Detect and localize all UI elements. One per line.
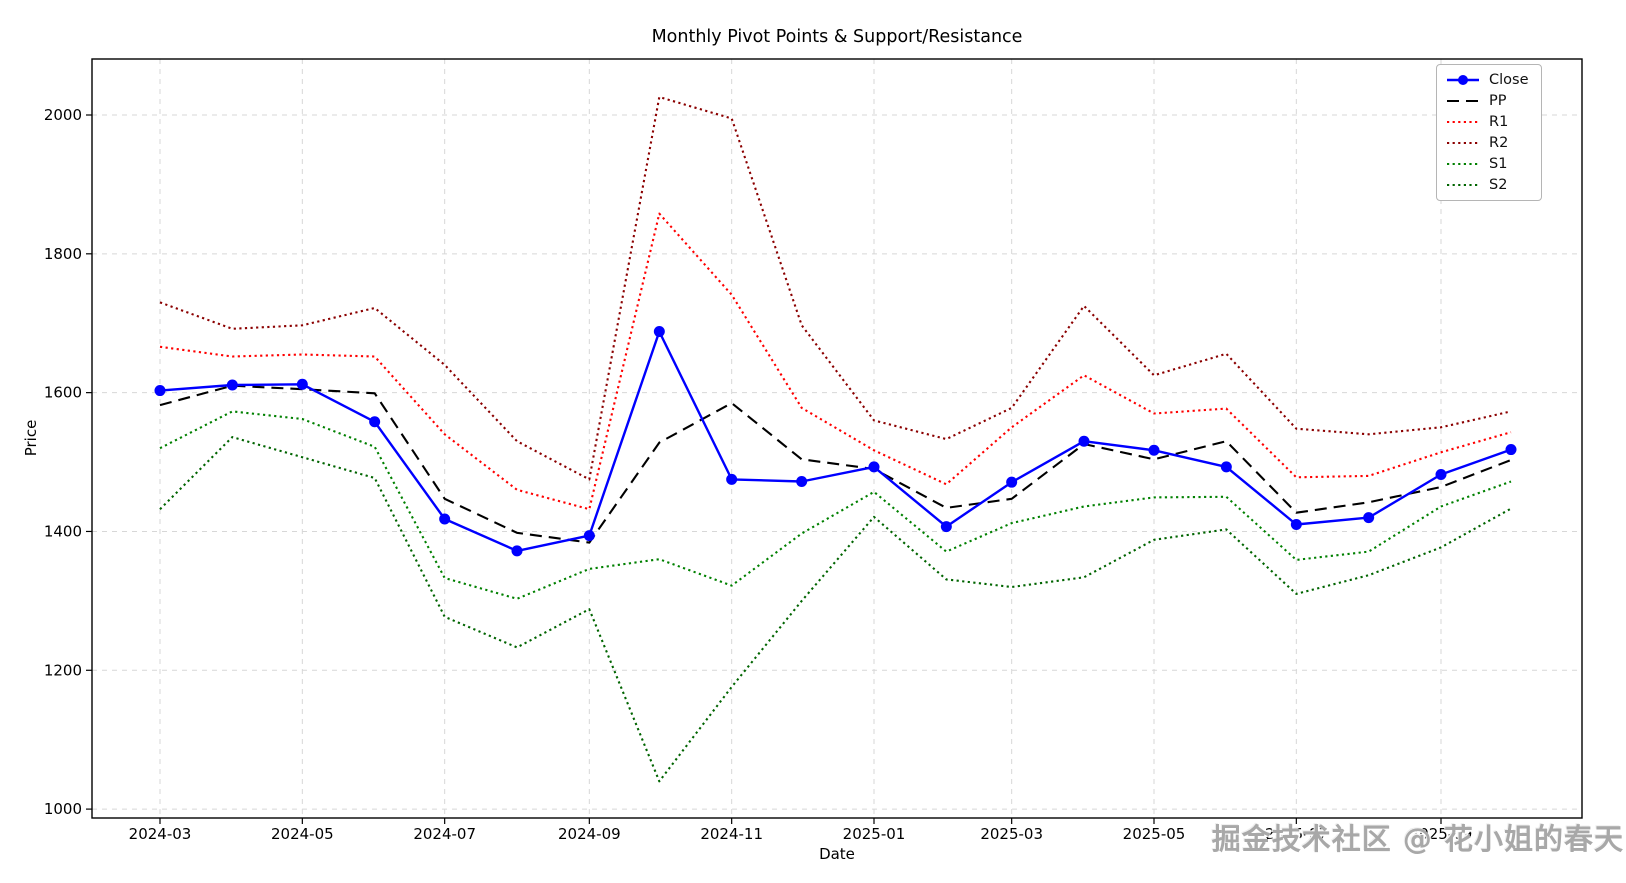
data-point-marker	[296, 378, 308, 390]
legend-label: R2	[1489, 135, 1509, 151]
legend-sample-pp	[1447, 99, 1479, 103]
data-point-marker	[154, 385, 166, 397]
legend-item-pp: PP	[1446, 93, 1529, 109]
y-tick-label: 1600	[44, 384, 82, 402]
legend-label: Close	[1489, 72, 1529, 88]
x-tick-label: 2025-07	[1265, 825, 1328, 843]
data-point-marker	[511, 545, 523, 557]
x-tick-label: 2024-03	[129, 825, 192, 843]
series-line-s1	[159, 410, 1512, 600]
series-line-pp	[159, 384, 1512, 544]
series-line-s2	[159, 436, 1512, 783]
y-tick-label: 1000	[44, 800, 82, 818]
y-tick-label: 2000	[44, 106, 82, 124]
data-point-marker	[1078, 435, 1090, 447]
y-axis-label: Price	[22, 419, 40, 457]
x-axis-label: Date	[819, 845, 855, 863]
legend-sample-r1	[1447, 120, 1479, 124]
legend-item-s1: S1	[1446, 156, 1529, 172]
data-point-marker	[1290, 519, 1302, 531]
x-tick-label: 2025-03	[980, 825, 1043, 843]
data-point-marker	[1148, 444, 1160, 456]
watermark-text: 掘金技术社区 @ 花小姐的春天	[1211, 822, 1624, 856]
legend-label: PP	[1489, 93, 1507, 109]
data-point-marker	[1220, 461, 1232, 473]
legend-sample-close	[1447, 75, 1479, 85]
data-point-marker	[1006, 476, 1018, 488]
legend-item-r1: R1	[1446, 114, 1529, 130]
x-tick-label: 2025-05	[1123, 825, 1186, 843]
legend-sample-s2	[1447, 183, 1479, 187]
x-tick-label: 2024-05	[271, 825, 334, 843]
data-point-marker	[1363, 512, 1375, 524]
legend-label: S2	[1489, 177, 1508, 193]
series-line-close	[159, 330, 1512, 553]
data-point-marker	[439, 513, 451, 525]
x-tick-label: 2024-09	[558, 825, 621, 843]
y-tick-label: 1400	[44, 522, 82, 540]
data-point-marker	[369, 416, 381, 428]
data-point-marker	[1505, 444, 1517, 456]
axes-frame	[91, 58, 1583, 819]
legend-item-s2: S2	[1446, 177, 1529, 193]
data-point-marker	[583, 530, 595, 542]
x-tick-label: 2025-09	[1410, 825, 1473, 843]
legend-item-r2: R2	[1446, 135, 1529, 151]
x-tick-label: 2024-11	[700, 825, 763, 843]
x-tick-label: 2024-07	[413, 825, 476, 843]
data-point-marker	[726, 473, 738, 485]
y-tick-label: 1200	[44, 661, 82, 679]
legend: Close PP R1 R2 S1 S2	[1436, 64, 1542, 201]
data-point-marker	[1435, 469, 1447, 481]
y-tick-label: 1800	[44, 245, 82, 263]
legend-label: S1	[1489, 156, 1508, 172]
legend-sample-r2	[1447, 141, 1479, 145]
legend-item-close: Close	[1446, 72, 1529, 88]
data-point-marker	[653, 326, 665, 338]
legend-sample-s1	[1447, 162, 1479, 166]
data-point-marker	[226, 379, 238, 391]
legend-label: R1	[1489, 114, 1509, 130]
x-tick-label: 2025-01	[843, 825, 906, 843]
data-point-marker	[940, 521, 952, 533]
series-line-r2	[159, 95, 1512, 481]
chart-title: Monthly Pivot Points & Support/Resistanc…	[651, 27, 1023, 47]
data-point-marker	[796, 475, 808, 487]
data-point-marker	[868, 461, 880, 473]
